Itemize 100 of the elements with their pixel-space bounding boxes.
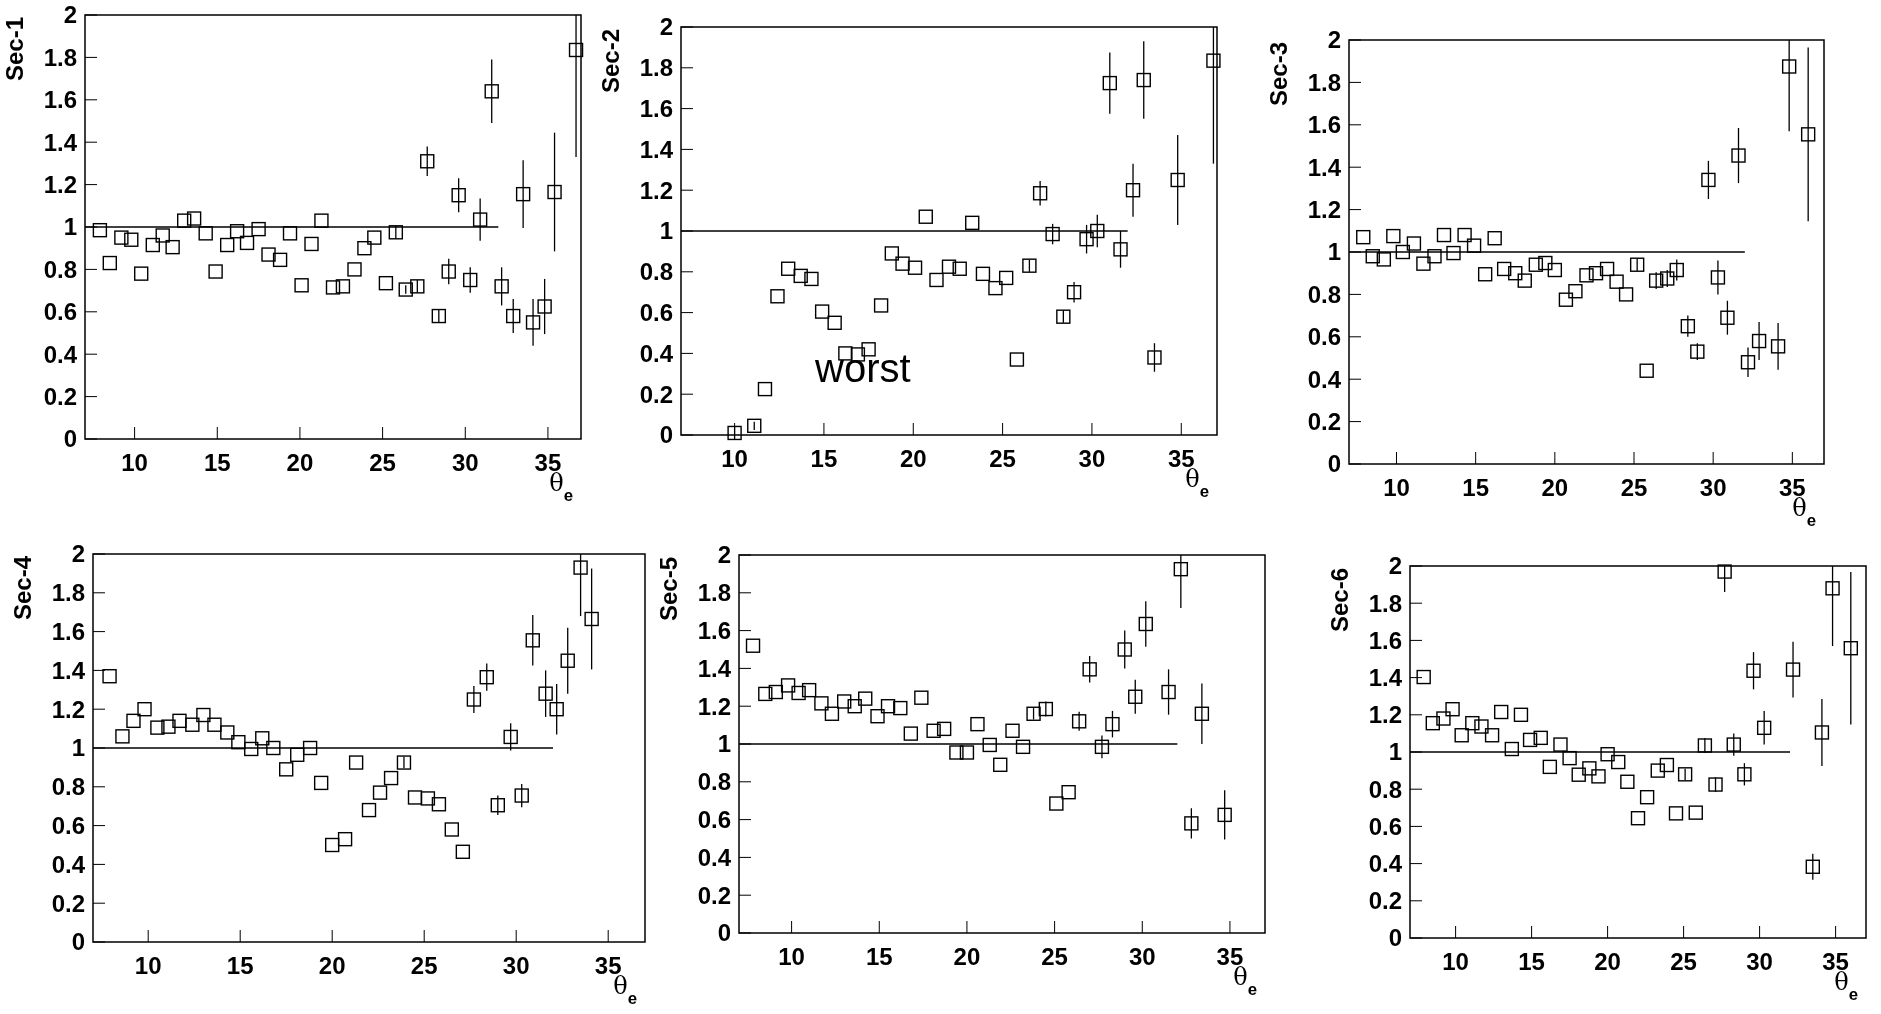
point — [244, 741, 259, 757]
point — [907, 260, 923, 275]
point — [484, 84, 499, 99]
point — [1094, 739, 1110, 755]
point — [988, 280, 1003, 296]
point — [279, 762, 294, 777]
point — [1611, 754, 1626, 770]
point — [858, 691, 873, 706]
point — [186, 211, 202, 226]
y-tick-label: 0.8 — [43, 255, 77, 283]
point — [1740, 355, 1756, 370]
y-tick-label: 1.2 — [1307, 196, 1341, 223]
point — [335, 279, 351, 294]
y-tick-label: 2 — [1327, 26, 1341, 54]
point — [1720, 310, 1735, 325]
point — [1571, 767, 1586, 782]
point — [1538, 255, 1553, 271]
x-tick-label: 30 — [1746, 948, 1773, 975]
point — [347, 262, 362, 277]
point — [1731, 148, 1746, 163]
point — [1669, 262, 1684, 278]
y-tick-label: 1.6 — [43, 86, 77, 114]
point — [266, 740, 281, 756]
point — [1599, 261, 1615, 277]
point — [1484, 728, 1500, 743]
point — [1425, 715, 1440, 731]
y-tick-label: 0.8 — [51, 773, 85, 801]
y-tick-label: 0.2 — [639, 380, 673, 408]
point — [982, 737, 997, 753]
point — [494, 279, 509, 294]
point — [229, 224, 245, 239]
point — [827, 315, 842, 330]
point — [1056, 309, 1071, 324]
y-tick-label: 0.6 — [51, 812, 85, 839]
point — [1708, 777, 1723, 792]
x-tick-label: 15 — [1462, 474, 1490, 501]
y-tick-label: 1.6 — [51, 618, 85, 645]
point — [914, 690, 929, 705]
point — [770, 289, 785, 304]
point — [472, 212, 488, 227]
point — [463, 272, 478, 288]
point — [1639, 363, 1654, 378]
point — [231, 734, 246, 750]
point — [1128, 689, 1143, 704]
point — [220, 725, 235, 740]
y-tick-label: 1 — [71, 734, 85, 762]
y-tick-label: 1 — [63, 213, 77, 241]
point — [1436, 227, 1452, 243]
y-tick-label: 0 — [717, 919, 731, 947]
y-tick-label: 0.8 — [1307, 280, 1341, 308]
point — [1217, 807, 1232, 823]
point — [549, 702, 564, 717]
point — [1659, 757, 1675, 773]
point — [768, 684, 784, 700]
point — [1588, 266, 1604, 281]
point — [102, 669, 117, 684]
y-tick-label: 1.2 — [43, 171, 77, 198]
point — [1843, 641, 1858, 656]
y-tick-label: 0 — [659, 421, 673, 449]
point — [1416, 669, 1431, 685]
point — [1113, 242, 1128, 257]
point — [1517, 273, 1532, 288]
point — [1015, 739, 1031, 755]
point — [1677, 767, 1693, 782]
point — [801, 682, 817, 698]
x-tick-label: 10 — [1442, 948, 1469, 975]
point — [793, 268, 808, 284]
point — [1648, 273, 1664, 288]
x-tick-label: 15 — [203, 449, 231, 476]
point — [1406, 236, 1422, 251]
point — [1660, 271, 1675, 286]
y-tick-label: 0.6 — [43, 298, 77, 326]
point — [1026, 706, 1041, 721]
point — [114, 230, 129, 245]
point — [1618, 287, 1634, 302]
point — [451, 188, 466, 203]
y-tick-label: 1.6 — [697, 617, 731, 644]
y-axis-title: Sec-5 — [655, 557, 682, 622]
point — [1386, 228, 1401, 244]
point — [758, 686, 773, 702]
point — [970, 716, 985, 732]
y-tick-label: 1.6 — [1307, 111, 1341, 139]
point — [1508, 266, 1523, 281]
y-tick-label: 0.4 — [51, 850, 86, 878]
point — [290, 747, 305, 762]
point — [314, 213, 329, 228]
point — [1650, 763, 1665, 778]
point — [251, 221, 266, 237]
x-tick-label: 10 — [1383, 474, 1410, 501]
y-tick-label: 1.8 — [51, 579, 85, 607]
point — [1630, 811, 1646, 826]
point — [115, 729, 130, 744]
point — [313, 775, 329, 791]
x-tick-label: 30 — [1078, 445, 1106, 472]
point — [1756, 720, 1772, 736]
point — [747, 418, 762, 434]
point — [1436, 711, 1451, 726]
point — [388, 225, 404, 240]
y-axis-title: Sec-1 — [1, 17, 28, 82]
point — [780, 678, 796, 693]
